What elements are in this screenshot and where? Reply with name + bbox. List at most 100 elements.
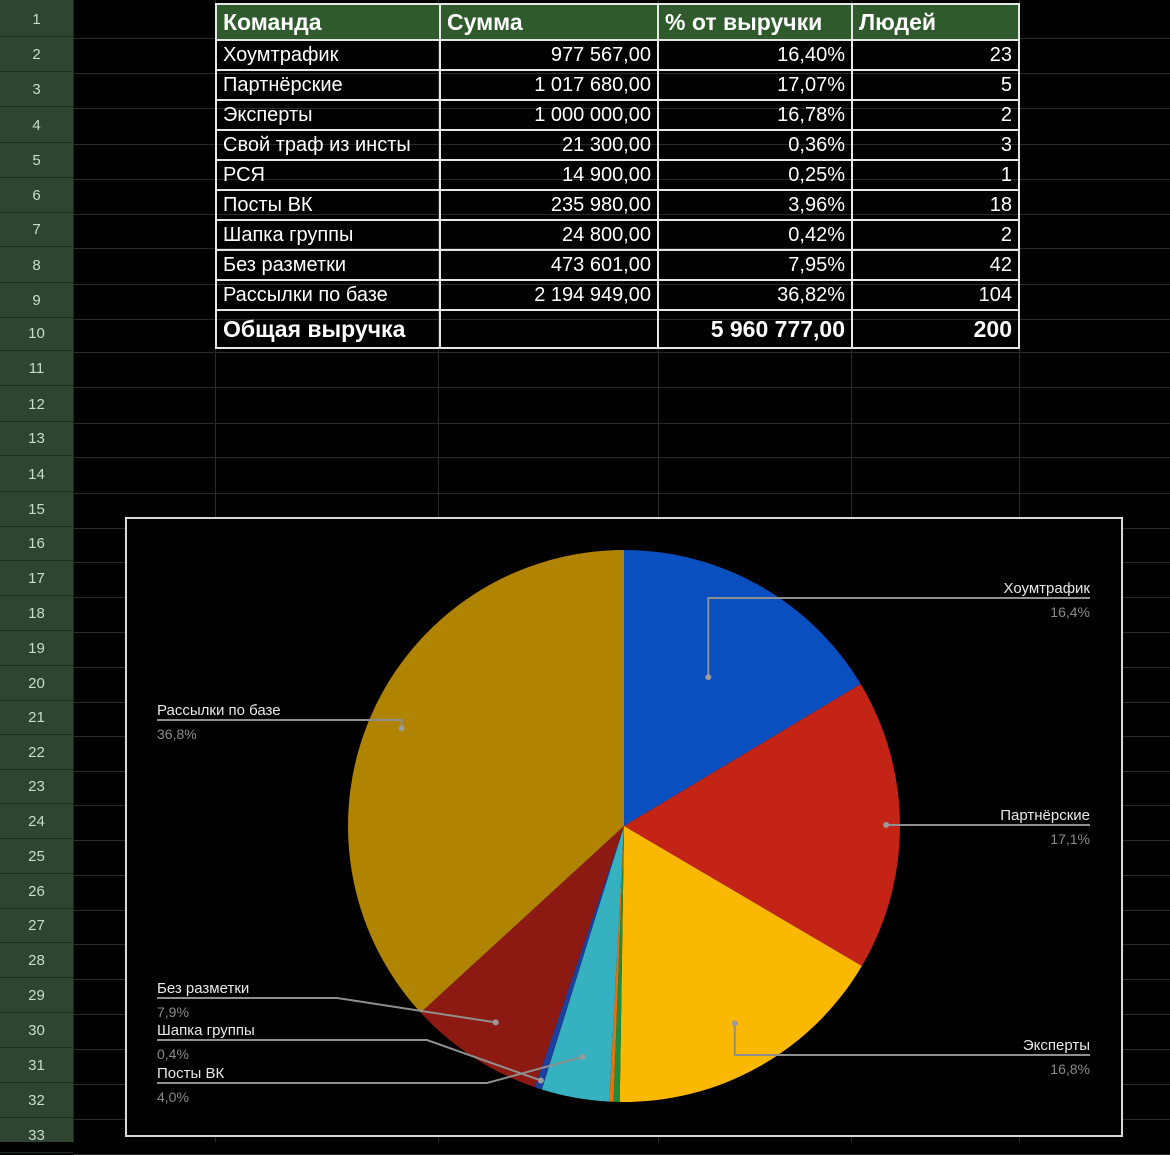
cell-sum[interactable]: 14 900,00 (440, 160, 658, 190)
grid-row-line (74, 387, 1170, 388)
slice-label: Рассылки по базе (157, 702, 281, 719)
slice-label: Посты ВК (157, 1065, 224, 1082)
row-number[interactable]: 13 (0, 422, 73, 456)
cell-percent[interactable]: 17,07% (658, 70, 852, 100)
cell-team[interactable]: Свой траф из инсты (216, 130, 440, 160)
row-number[interactable]: 16 (0, 527, 73, 561)
cell-team[interactable]: РСЯ (216, 160, 440, 190)
cell-people[interactable]: 42 (852, 250, 1019, 280)
cell-team[interactable]: Посты ВК (216, 190, 440, 220)
cell-people[interactable]: 2 (852, 100, 1019, 130)
total-empty-cell[interactable] (440, 310, 658, 348)
cell-percent[interactable]: 3,96% (658, 190, 852, 220)
row-number[interactable]: 17 (0, 562, 73, 596)
header-cell-percent[interactable]: % от выручки (658, 4, 852, 40)
cell-sum[interactable]: 235 980,00 (440, 190, 658, 220)
row-number[interactable]: 6 (0, 179, 73, 213)
row-number[interactable]: 9 (0, 284, 73, 318)
row-number[interactable]: 33 (0, 1119, 73, 1153)
total-label-cell[interactable]: Общая выручка (216, 310, 440, 348)
cell-sum[interactable]: 24 800,00 (440, 220, 658, 250)
row-number[interactable]: 22 (0, 736, 73, 770)
row-number[interactable]: 25 (0, 840, 73, 874)
cell-people[interactable]: 3 (852, 130, 1019, 160)
row-number[interactable]: 5 (0, 144, 73, 178)
header-cell-people[interactable]: Людей (852, 4, 1019, 40)
row-number[interactable]: 29 (0, 979, 73, 1013)
total-people-cell[interactable]: 200 (852, 310, 1019, 348)
cell-sum[interactable]: 473 601,00 (440, 250, 658, 280)
row-number[interactable]: 14 (0, 458, 73, 492)
row-number[interactable]: 18 (0, 597, 73, 631)
row-number[interactable]: 15 (0, 493, 73, 527)
grid-row-line (74, 493, 1170, 494)
cell-percent[interactable]: 7,95% (658, 250, 852, 280)
cell-sum[interactable]: 1 000 000,00 (440, 100, 658, 130)
revenue-table[interactable]: Команда Сумма % от выручки Людей Хоумтра… (215, 3, 1020, 349)
label-anchor-dot (538, 1077, 544, 1083)
cell-sum[interactable]: 977 567,00 (440, 40, 658, 70)
grid-row-line (74, 423, 1170, 424)
cell-percent[interactable]: 0,25% (658, 160, 852, 190)
slice-percent-label: 0,4% (157, 1046, 189, 1062)
row-number[interactable]: 20 (0, 667, 73, 701)
cell-team[interactable]: Хоумтрафик (216, 40, 440, 70)
row-number[interactable]: 4 (0, 109, 73, 143)
cell-percent[interactable]: 0,42% (658, 220, 852, 250)
row-number[interactable]: 23 (0, 770, 73, 804)
row-number[interactable]: 19 (0, 632, 73, 666)
cell-sum[interactable]: 21 300,00 (440, 130, 658, 160)
cell-percent[interactable]: 0,36% (658, 130, 852, 160)
total-amount-cell[interactable]: 5 960 777,00 (658, 310, 852, 348)
row-number[interactable]: 27 (0, 909, 73, 943)
cell-team[interactable]: Рассылки по базе (216, 280, 440, 310)
row-number[interactable]: 1 (0, 3, 73, 37)
cell-sum[interactable]: 2 194 949,00 (440, 280, 658, 310)
row-number[interactable]: 28 (0, 944, 73, 978)
row-number[interactable]: 8 (0, 249, 73, 283)
cell-people[interactable]: 18 (852, 190, 1019, 220)
row-number[interactable]: 12 (0, 388, 73, 422)
slice-percent-label: 16,8% (1050, 1061, 1090, 1077)
header-cell-team[interactable]: Команда (216, 4, 440, 40)
row-number[interactable]: 7 (0, 213, 73, 247)
row-number[interactable]: 32 (0, 1084, 73, 1118)
header-cell-sum[interactable]: Сумма (440, 4, 658, 40)
slice-label: Без разметки (157, 980, 249, 997)
cell-team[interactable]: Без разметки (216, 250, 440, 280)
row-number[interactable]: 21 (0, 701, 73, 735)
row-number[interactable]: 24 (0, 805, 73, 839)
cell-people[interactable]: 23 (852, 40, 1019, 70)
slice-label: Шапка группы (157, 1022, 255, 1039)
total-row: Общая выручка 5 960 777,00 200 (216, 310, 1019, 348)
cell-people[interactable]: 1 (852, 160, 1019, 190)
cell-percent[interactable]: 16,40% (658, 40, 852, 70)
cell-team[interactable]: Партнёрские (216, 70, 440, 100)
slice-percent-label: 16,4% (1050, 604, 1090, 620)
cell-team[interactable]: Эксперты (216, 100, 440, 130)
cell-team[interactable]: Шапка группы (216, 220, 440, 250)
row-number[interactable]: 2 (0, 38, 73, 72)
row-number[interactable]: 11 (0, 352, 73, 386)
row-number[interactable]: 3 (0, 73, 73, 107)
row-number[interactable]: 31 (0, 1049, 73, 1083)
cell-sum[interactable]: 1 017 680,00 (440, 70, 658, 100)
cell-people[interactable]: 2 (852, 220, 1019, 250)
row-number[interactable]: 26 (0, 875, 73, 909)
cell-percent[interactable]: 16,78% (658, 100, 852, 130)
row-number[interactable]: 10 (0, 317, 73, 351)
cell-people[interactable]: 5 (852, 70, 1019, 100)
cell-percent[interactable]: 36,82% (658, 280, 852, 310)
row-number[interactable]: 30 (0, 1014, 73, 1048)
slice-label: Эксперты (1023, 1037, 1090, 1054)
cell-people[interactable]: 104 (852, 280, 1019, 310)
label-anchor-dot (732, 1020, 738, 1026)
